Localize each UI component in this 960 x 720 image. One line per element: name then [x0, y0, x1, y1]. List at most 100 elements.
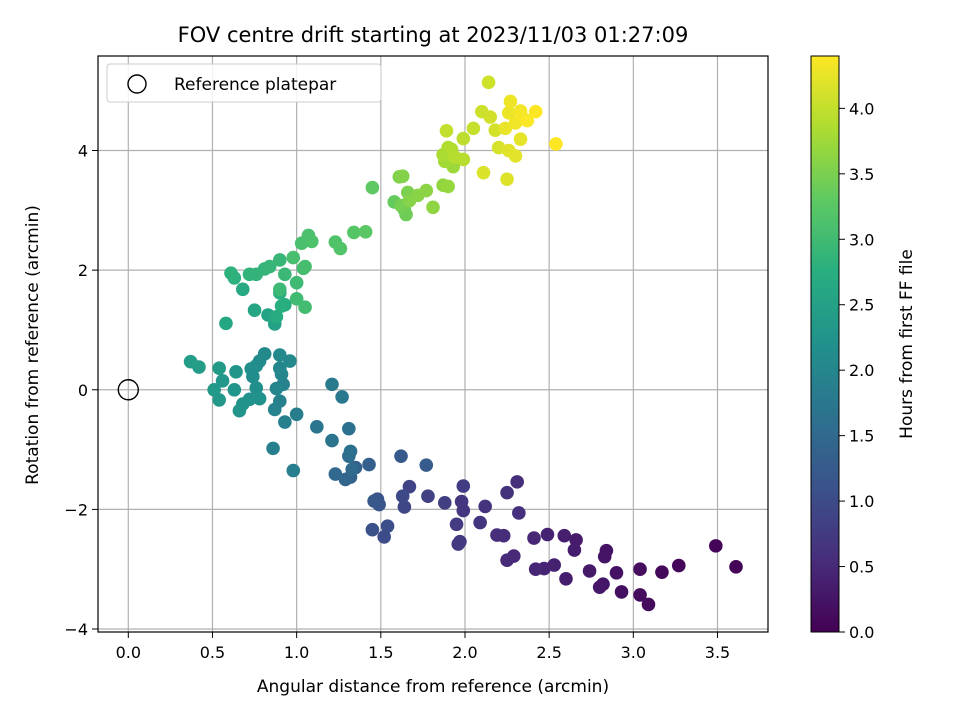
data-point	[377, 530, 391, 544]
data-point	[582, 564, 597, 578]
data-point	[614, 585, 629, 599]
colorbar-tick-label: 1.0	[849, 492, 874, 511]
colorbar-tick-label: 0.5	[849, 558, 874, 577]
data-point	[709, 539, 723, 553]
data-point	[419, 183, 434, 198]
data-point	[235, 282, 250, 297]
colorbar-tick-label: 4.0	[849, 99, 874, 118]
colorbar-tick-label: 3.0	[849, 230, 874, 249]
data-point	[273, 282, 287, 297]
data-point	[559, 571, 573, 586]
legend: Reference platepar	[106, 63, 382, 103]
data-point	[439, 123, 454, 138]
data-point	[500, 172, 514, 187]
colorbar-tick-label: 2.5	[849, 296, 874, 315]
data-point	[345, 462, 359, 477]
data-point	[729, 560, 743, 574]
data-point	[262, 259, 277, 274]
y-tick-label: 0	[78, 381, 88, 400]
data-point	[592, 580, 607, 594]
data-point	[219, 316, 233, 331]
chart-title: FOV centre drift starting at 2023/11/03 …	[178, 23, 689, 47]
data-point	[335, 390, 349, 404]
y-tick-label: −4	[64, 620, 88, 639]
colorbar-tick-label: 2.0	[849, 361, 874, 380]
x-tick-label: 0.0	[116, 643, 141, 662]
data-point	[358, 225, 373, 239]
y-tick-label: 4	[78, 142, 88, 161]
x-tick-label: 2.5	[536, 643, 561, 662]
data-point	[449, 517, 464, 532]
data-point	[456, 479, 471, 493]
data-point	[397, 500, 412, 514]
legend-label: Reference platepar	[174, 75, 336, 95]
data-point	[597, 549, 612, 564]
data-point	[269, 381, 284, 396]
data-point	[481, 75, 496, 90]
data-point	[212, 361, 227, 376]
x-tick-label: 2.0	[452, 643, 477, 662]
data-point	[380, 519, 395, 533]
data-point	[503, 94, 518, 109]
colorbar-tick-label: 3.5	[849, 165, 874, 184]
data-point	[528, 104, 543, 119]
data-point	[343, 444, 358, 459]
data-point	[267, 402, 282, 417]
data-point	[289, 292, 304, 306]
data-point	[466, 121, 481, 136]
x-tick-label: 1.0	[284, 643, 309, 662]
data-point	[567, 543, 582, 557]
data-point	[227, 382, 242, 397]
data-point	[473, 515, 487, 530]
y-tick-label: 2	[78, 261, 88, 280]
data-point	[476, 165, 491, 180]
axis-ticks: 0.0 0.5 1.0 1.5 2.0 2.5 3.0 3.5 −4 −2 0 2 4	[64, 142, 730, 662]
data-point	[633, 588, 647, 602]
data-point	[508, 149, 523, 163]
data-point	[512, 506, 526, 520]
data-point	[609, 565, 624, 580]
data-point	[232, 403, 247, 418]
data-point	[266, 441, 280, 456]
reference-platepar-marker	[117, 379, 140, 401]
data-point	[244, 362, 258, 376]
data-point	[437, 496, 452, 510]
data-point	[395, 489, 410, 504]
data-point	[528, 562, 543, 576]
data-point	[333, 241, 348, 256]
data-point	[394, 449, 408, 463]
data-point	[490, 528, 504, 542]
data-point	[671, 558, 686, 573]
data-point	[641, 597, 656, 612]
data-point	[310, 420, 324, 434]
colorbar-ticks: 0.0 0.5 1.0 1.5 2.0 2.5 3.0 3.5 4.0	[839, 99, 874, 642]
data-point	[247, 303, 262, 318]
data-point	[520, 113, 535, 128]
data-point	[215, 373, 230, 388]
x-tick-label: 3.5	[705, 643, 730, 662]
data-point	[274, 299, 289, 313]
data-point	[347, 225, 361, 240]
data-point	[569, 533, 583, 547]
data-point	[278, 415, 292, 429]
data-point	[510, 475, 524, 489]
data-point	[269, 309, 284, 324]
data-point	[229, 365, 243, 379]
data-point	[454, 494, 469, 509]
data-point	[273, 348, 287, 362]
data-point	[421, 489, 435, 504]
data-point	[249, 381, 264, 395]
data-point	[342, 421, 356, 436]
data-point	[289, 407, 304, 422]
data-point	[325, 433, 339, 448]
data-point	[328, 467, 343, 481]
data-point	[540, 527, 555, 542]
legend-box	[106, 63, 382, 103]
data-point	[289, 275, 304, 290]
colorbar-label: Hours from first FF file	[897, 249, 917, 439]
plot-frame	[97, 55, 769, 633]
data-point	[273, 253, 287, 267]
data-point	[478, 499, 492, 514]
data-point	[183, 354, 198, 369]
